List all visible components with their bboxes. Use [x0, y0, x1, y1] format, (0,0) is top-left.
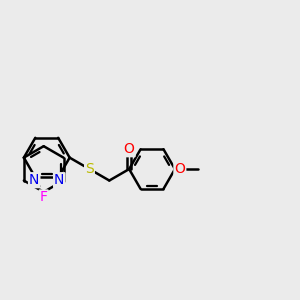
Text: O: O	[174, 162, 185, 176]
Text: N: N	[29, 173, 39, 187]
Text: O: O	[124, 142, 135, 156]
Text: S: S	[85, 162, 94, 176]
Text: F: F	[40, 190, 48, 204]
Text: N: N	[54, 173, 64, 187]
